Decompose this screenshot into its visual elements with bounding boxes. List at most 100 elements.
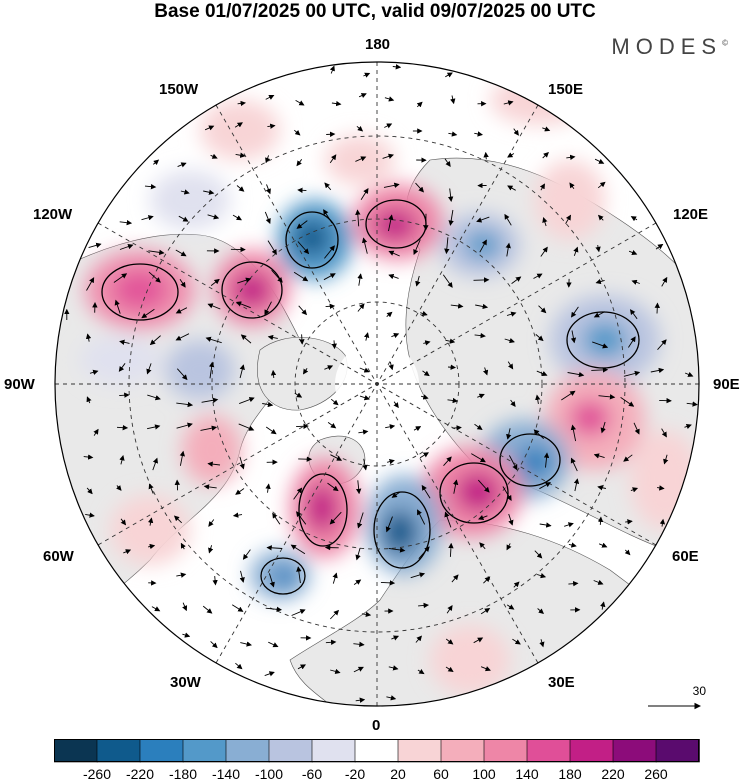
wind-arrow — [85, 333, 92, 342]
wind-arrow — [176, 401, 194, 408]
wind-arrow — [297, 241, 310, 255]
wind-arrow — [388, 214, 394, 232]
wind-arrow — [363, 332, 370, 341]
wind-arrow — [507, 361, 514, 370]
wind-arrow — [657, 485, 665, 491]
wind-arrow — [480, 666, 491, 672]
wind-arrow — [265, 606, 282, 613]
wind-arrow — [533, 273, 543, 279]
colorbar-cell — [268, 739, 313, 763]
wind-arrow — [272, 512, 281, 525]
wind-arrow — [419, 452, 429, 459]
wind-arrow — [268, 641, 279, 648]
wind-arrow — [542, 151, 549, 159]
wind-arrow — [148, 271, 161, 283]
wind-arrow — [182, 632, 191, 638]
wind-arrow — [483, 576, 491, 584]
wind-arrow — [268, 573, 275, 588]
wind-arrow — [535, 334, 544, 342]
wind-arrow — [623, 370, 641, 377]
wind-arrow — [212, 576, 218, 586]
wind-arrow — [380, 580, 396, 586]
colorbar-cell — [655, 739, 700, 763]
wind-arrow — [386, 459, 395, 465]
colorbar-tick-label: 180 — [558, 766, 582, 782]
wind-arrow — [296, 423, 309, 429]
wind-arrow — [506, 428, 512, 440]
modes-logo: MODES© — [611, 34, 728, 60]
wind-arrow — [297, 187, 307, 193]
wind-arrow — [360, 188, 369, 200]
wind-arrow — [267, 123, 276, 129]
wind-arrow — [119, 392, 130, 398]
wind-arrow — [179, 279, 186, 288]
wind-arrow — [570, 306, 579, 318]
wind-arrow — [450, 95, 456, 105]
wind-arrow — [265, 426, 277, 435]
wind-arrow — [262, 401, 274, 408]
wind-arrow — [324, 182, 332, 191]
wind-arrow — [267, 334, 278, 341]
wind-arrow — [207, 303, 221, 310]
colorbar-tick-label: -20 — [344, 766, 366, 782]
wind-arrow — [479, 542, 486, 550]
wind-arrow — [474, 131, 483, 137]
wind-arrow — [296, 566, 302, 584]
wind-arrow — [629, 309, 638, 320]
wind-arrow — [391, 333, 400, 339]
wind-arrow — [146, 363, 152, 375]
wind-arrow — [568, 542, 577, 548]
wind-arrow — [593, 453, 605, 459]
wind-arrow — [540, 246, 548, 257]
wind-arrow — [388, 547, 406, 553]
wind-arrow — [176, 368, 188, 381]
wind-arrow — [182, 602, 188, 612]
wind-arrow — [654, 302, 660, 314]
wind-arrow — [388, 361, 394, 371]
wind-arrow — [119, 455, 125, 465]
lon-label-150w: 150W — [159, 81, 199, 98]
wind-arrow — [445, 666, 454, 672]
wind-arrow — [329, 511, 342, 525]
wind-arrow — [86, 277, 95, 291]
wind-arrow — [116, 424, 129, 431]
wind-arrow — [477, 479, 490, 493]
colorbar-tick-label: -100 — [254, 766, 284, 782]
wind-arrow — [452, 479, 459, 494]
wind-arrow — [264, 211, 271, 225]
wind-arrow — [506, 543, 512, 551]
colorbar-cell — [483, 739, 528, 763]
wind-arrow — [355, 156, 367, 162]
wind-arrow — [151, 606, 161, 612]
wind-arrow — [564, 522, 574, 528]
wind-arrow — [325, 639, 337, 645]
wind-arrow — [240, 641, 252, 647]
wind-arrow — [510, 399, 516, 408]
wind-arrow — [566, 154, 576, 161]
wind-arrow — [231, 604, 244, 612]
lon-label-90e: 90E — [713, 376, 740, 393]
wind-arrow — [595, 245, 601, 253]
wind-arrow — [416, 101, 423, 108]
wind-arrow — [332, 572, 338, 584]
wind-arrow — [242, 549, 251, 560]
wind-arrow — [661, 428, 667, 438]
wind-arrow — [237, 277, 252, 284]
colorbar-cell — [311, 739, 356, 763]
wind-arrow — [324, 245, 335, 259]
wind-arrow — [357, 303, 365, 312]
wind-arrow — [661, 276, 668, 287]
wind-arrow — [235, 488, 245, 495]
wind-arrow — [85, 512, 95, 518]
wind-arrow — [570, 457, 578, 472]
lon-label-120e: 120E — [673, 206, 709, 223]
wind-arrow — [264, 671, 275, 677]
wind-arrow — [628, 250, 638, 256]
lon-label-60w: 60W — [43, 548, 74, 565]
wind-arrow — [442, 274, 453, 288]
wind-arrow — [355, 209, 361, 227]
wind-arrow — [180, 542, 186, 550]
wind-arrow — [86, 396, 92, 404]
wind-arrow — [177, 162, 187, 168]
wind-arrow — [504, 337, 515, 344]
